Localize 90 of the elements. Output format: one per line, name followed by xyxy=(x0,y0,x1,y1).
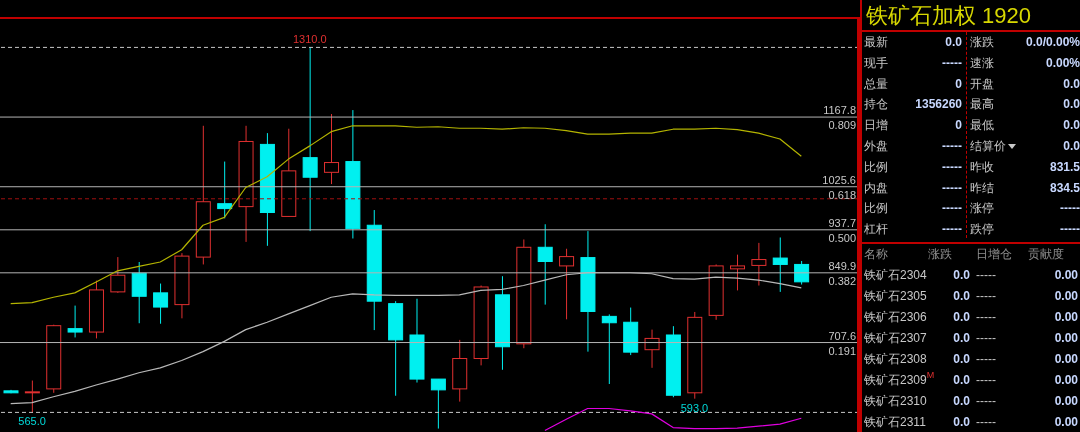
text: ----- xyxy=(942,180,962,195)
text: 外盘 xyxy=(864,139,888,153)
text: ----- xyxy=(976,310,996,324)
text: ----- xyxy=(942,222,962,237)
text: 0.00% xyxy=(1045,55,1080,70)
y-tick-label: 849.9 xyxy=(828,259,856,272)
text: 铁矿石加权 1920 xyxy=(866,2,1032,30)
text: 铁矿石2304 xyxy=(864,268,927,282)
text: 0.0 xyxy=(1063,139,1080,153)
text: 铁矿石2308 xyxy=(864,352,927,366)
y2-tick-label: 0.809 xyxy=(828,119,856,132)
text: 速涨 xyxy=(970,55,994,70)
text: 0.0 xyxy=(953,352,970,366)
text: 0 xyxy=(955,118,962,133)
text: 开盘 xyxy=(970,76,994,91)
text: 内盘 xyxy=(864,180,888,195)
text: 结算价 xyxy=(970,139,1006,153)
text: 0.0 xyxy=(953,289,970,303)
text: 名称 xyxy=(864,247,888,261)
text: ----- xyxy=(942,55,962,70)
text: 杠杆 xyxy=(864,222,888,237)
text: 0.0/0.00% xyxy=(1025,35,1080,49)
text: 比例 xyxy=(864,159,888,174)
text: ----- xyxy=(942,159,962,174)
text: 涨跌 xyxy=(928,247,952,261)
text: ----- xyxy=(1060,201,1080,216)
text: 0.00 xyxy=(1054,394,1078,408)
text: 0.0 xyxy=(953,268,970,282)
text: 跌停 xyxy=(970,222,994,237)
text: 0.0 xyxy=(953,310,970,324)
text: 铁矿石2305 xyxy=(864,289,927,303)
text: 0.00 xyxy=(1054,289,1078,303)
text: 最高 xyxy=(970,97,994,112)
text: 0.0 xyxy=(945,35,962,49)
text: 铁矿石2309$^{M}$ xyxy=(864,370,935,387)
text: ----- xyxy=(976,415,996,429)
text: ----- xyxy=(976,268,996,282)
text: ----- xyxy=(976,373,996,387)
text: 0.00 xyxy=(1054,373,1078,387)
text: 贡献度 xyxy=(1028,247,1064,261)
text: ----- xyxy=(976,331,996,345)
y-tick-label: 707.6 xyxy=(828,329,856,342)
text: 涨跌 xyxy=(970,35,994,49)
text: 1356260 xyxy=(915,97,962,112)
y2-tick-label: 0.618 xyxy=(828,188,856,201)
y2-tick-label: 0.382 xyxy=(828,274,856,287)
text: 铁矿石2307 xyxy=(864,331,927,345)
text: ----- xyxy=(976,352,996,366)
text: 最新 xyxy=(864,35,888,49)
text: 0.0 xyxy=(953,394,970,408)
text: 0 xyxy=(955,76,962,91)
text: 铁矿石2310 xyxy=(864,394,927,408)
text: 0.0 xyxy=(1063,97,1080,112)
text: 0.00 xyxy=(1054,268,1078,282)
text: 持仓 xyxy=(864,97,888,112)
text: 昨结 xyxy=(970,180,994,195)
text: ----- xyxy=(1060,222,1080,237)
text: 0.00 xyxy=(1054,331,1078,345)
text: 涨停 xyxy=(970,201,994,216)
y2-tick-label: 0.500 xyxy=(828,231,856,244)
y-tick-label: 1025.6 xyxy=(822,173,856,186)
text: ----- xyxy=(942,139,962,153)
text: 0.00 xyxy=(1054,415,1078,429)
text: 0.00 xyxy=(1054,310,1078,324)
annotation: 1310.0 xyxy=(293,33,327,46)
text: 0.0 xyxy=(953,415,970,429)
text: 0.0 xyxy=(953,373,970,387)
text: 834.5 xyxy=(1049,180,1080,195)
annotation: 593.0 xyxy=(680,401,709,414)
text: 0.00 xyxy=(1054,352,1078,366)
y-tick-label: 1167.8 xyxy=(823,104,856,117)
y-tick-label: 937.7 xyxy=(828,216,856,229)
text: 日增 xyxy=(864,118,888,133)
text: 铁矿石2311 xyxy=(864,415,926,429)
text: ----- xyxy=(976,394,996,408)
text: ----- xyxy=(942,201,962,216)
text: 总量 xyxy=(864,76,888,91)
annotation: 565.0 xyxy=(18,415,46,428)
text: 831.5 xyxy=(1049,159,1080,174)
text: 最低 xyxy=(970,118,994,133)
text: 铁矿石2306 xyxy=(864,310,927,324)
y2-tick-label: 0.191 xyxy=(828,344,856,357)
text: ----- xyxy=(976,289,996,303)
text: 比例 xyxy=(864,201,888,216)
text: 0.0 xyxy=(1063,118,1080,133)
text: 0.0 xyxy=(1063,76,1080,91)
text: 0.0 xyxy=(953,331,970,345)
text: 日增仓 xyxy=(976,247,1012,261)
text: 现手 xyxy=(864,55,888,70)
text: 昨收 xyxy=(970,159,994,174)
